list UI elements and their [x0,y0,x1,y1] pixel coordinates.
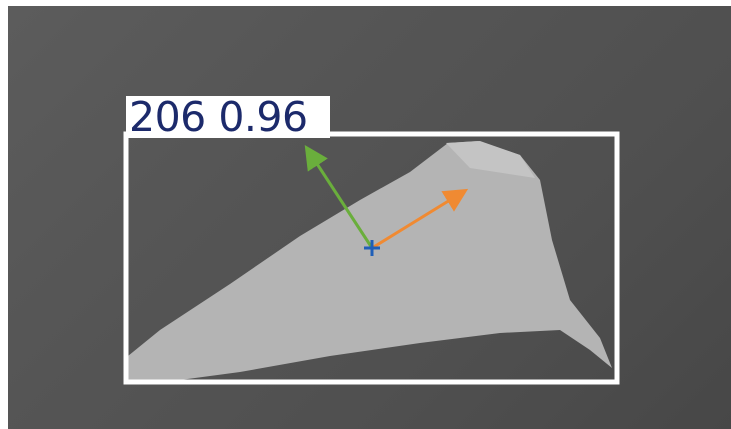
minor-axis-arrow [304,144,374,249]
confidence-text: 0.96 [218,93,308,141]
center-marker-icon [364,240,380,256]
class-id-text: 206 [129,93,206,141]
detection-label: 206 0.96 [126,96,330,138]
object-highlight [446,141,535,178]
major-axis-arrow [371,188,469,250]
bounding-box [123,131,620,385]
detected-object-shape [128,141,612,380]
